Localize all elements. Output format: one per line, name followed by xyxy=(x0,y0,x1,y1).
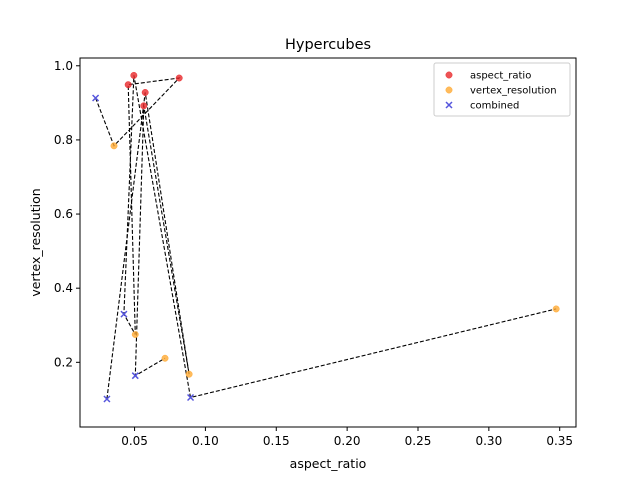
legend-marker-combined xyxy=(445,101,453,109)
plot-border xyxy=(79,57,577,428)
legend-marker-vertex-resolution xyxy=(445,86,453,94)
chart-title: Hypercubes xyxy=(285,37,371,53)
x-tick-label: 0.10 xyxy=(192,434,219,448)
x-tick-label: 0.25 xyxy=(405,434,432,448)
plot-area xyxy=(79,57,577,428)
data-point-combined xyxy=(103,395,111,403)
data-point-aspect-ratio xyxy=(130,71,138,79)
data-point-aspect-ratio xyxy=(141,89,149,96)
x-tick-label: 0.05 xyxy=(121,434,148,448)
data-point-vertex-resolution xyxy=(552,305,560,313)
data-point-combined xyxy=(92,94,100,102)
legend-label: combined xyxy=(470,101,519,112)
legend: aspect_ratio vertex_resolution combined xyxy=(433,62,571,117)
x-tick-label: 0.30 xyxy=(475,434,502,448)
legend-label: vertex_resolution xyxy=(470,86,557,97)
y-tick-label: 0.8 xyxy=(54,133,73,147)
data-point-combined xyxy=(187,394,195,402)
data-point-combined xyxy=(131,372,139,380)
data-point-aspect-ratio xyxy=(140,102,148,110)
legend-marker-aspect-ratio xyxy=(445,71,453,79)
x-axis-label: aspect_ratio xyxy=(290,456,367,471)
data-point-vertex-resolution xyxy=(131,331,139,338)
plot-frame xyxy=(80,58,576,427)
data-point-vertex-resolution xyxy=(110,142,118,150)
dashed-connector xyxy=(106,92,190,400)
x-tick-label: 0.15 xyxy=(263,434,290,448)
y-axis-ticks: 0.2 0.4 0.6 0.8 1.0 xyxy=(54,59,80,369)
y-tick-label: 0.6 xyxy=(54,207,73,221)
legend-label: aspect_ratio xyxy=(470,71,531,82)
data-point-vertex-resolution xyxy=(161,354,169,362)
legend-box xyxy=(433,62,571,117)
data-markers xyxy=(92,71,560,403)
x-tick-label: 0.35 xyxy=(546,434,573,448)
data-point-combined xyxy=(120,310,128,318)
y-tick-label: 0.4 xyxy=(54,281,73,295)
x-axis-ticks: 0.05 0.10 0.15 0.20 0.25 0.30 0.35 xyxy=(121,427,573,448)
x-tick-label: 0.20 xyxy=(334,434,361,448)
y-axis-label: vertex_resolution xyxy=(28,188,43,296)
y-tick-label: 0.2 xyxy=(54,355,73,369)
data-point-vertex-resolution xyxy=(185,370,193,378)
data-point-aspect-ratio xyxy=(124,81,132,89)
y-tick-label: 1.0 xyxy=(54,59,73,73)
data-point-aspect-ratio xyxy=(175,74,183,82)
